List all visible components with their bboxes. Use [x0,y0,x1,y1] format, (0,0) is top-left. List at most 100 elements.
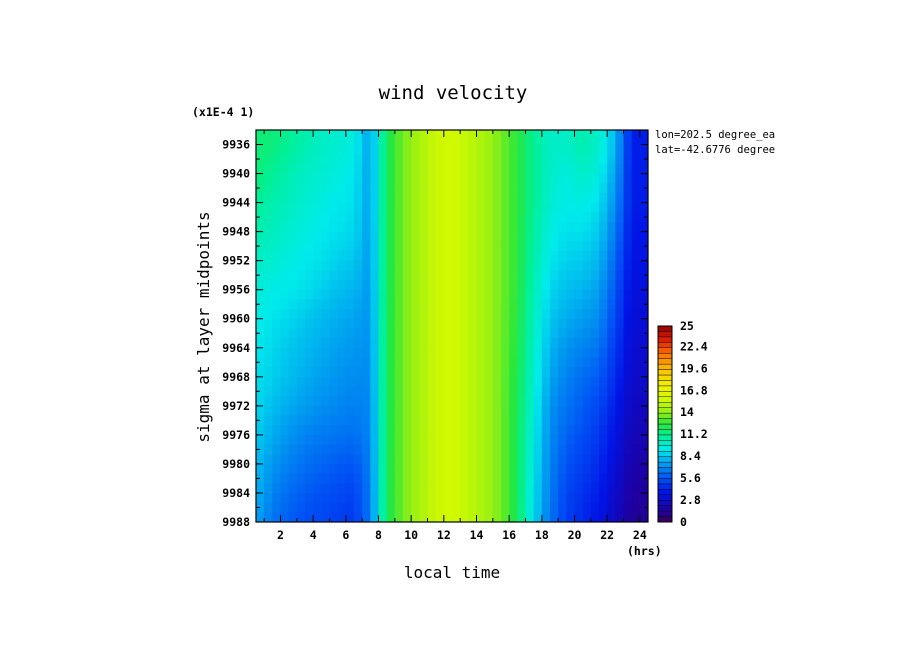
heatmap-cell [394,434,404,446]
heatmap-cell [272,130,282,136]
heatmap-cell [256,434,265,446]
heatmap-cell [582,454,592,465]
heatmap-cell [427,338,437,349]
heatmap-cell [419,231,429,242]
heatmap-cell [386,289,396,300]
heatmap-cell [337,202,347,213]
heatmap-cell [476,280,486,291]
heatmap-cell [386,357,396,368]
heatmap-cell [484,434,494,446]
heatmap-cell [574,328,584,339]
heatmap-cell [288,405,298,417]
heatmap-cell [484,425,494,436]
heatmap-cell [272,154,282,165]
heatmap-cell [419,250,429,262]
heatmap-cell [403,280,412,291]
heatmap-cell [631,212,648,223]
heatmap-cell [435,473,445,484]
heatmap-cell [378,463,388,475]
heatmap-cell [590,473,600,484]
heatmap-cell [370,376,380,388]
heatmap-cell [533,396,543,407]
heatmap-cell [452,134,461,141]
heatmap-cell [256,376,265,388]
heatmap-cell [492,425,502,436]
heatmap-cell [419,386,429,397]
heatmap-cell [533,154,543,165]
heatmap-cell [329,338,339,349]
heatmap-cell [492,163,502,175]
heatmap-cell [574,512,584,522]
heatmap-cell [370,260,380,271]
heatmap-cell [501,367,510,378]
colorbar-swatch [657,434,673,441]
heatmap-cell [296,473,306,484]
heatmap-cell [452,454,461,465]
heatmap-cell [460,130,469,136]
heatmap-cell [305,139,314,146]
heatmap-cell [452,502,461,513]
heatmap-cell [419,154,429,165]
heatmap-cell [394,154,404,165]
heatmap-cell [468,425,478,436]
heatmap-cell [541,318,551,330]
heatmap-cell [296,502,306,513]
heatmap-cell [590,231,600,242]
heatmap-cell [427,139,437,146]
heatmap-cell [280,396,290,407]
heatmap-cell [615,270,625,281]
heatmap-cell [533,309,543,320]
heatmap-cell [501,396,510,407]
heatmap-cell [501,221,510,233]
heatmap-cell [460,183,469,194]
heatmap-cell [443,376,453,388]
heatmap-cell [566,231,576,242]
heatmap-cell [509,250,518,262]
heatmap-cell [345,231,355,242]
heatmap-cell [378,318,388,330]
heatmap-cell [443,260,453,271]
heatmap-cell [427,512,437,522]
heatmap-cell [296,163,306,175]
heatmap-cell [533,473,543,484]
heatmap-cell [427,347,437,359]
heatmap-cell [443,338,453,349]
heatmap-cell [574,221,584,233]
heatmap-cell [590,163,600,175]
heatmap-cell [321,492,331,504]
heatmap-cell [337,280,347,291]
heatmap-cell [468,463,478,475]
heatmap-cell [419,192,429,204]
heatmap-cell [435,415,445,426]
heatmap-cell [492,270,502,281]
heatmap-cell [501,444,510,455]
heatmap-cell [427,425,437,436]
heatmap-cell [296,154,306,165]
heatmap-cell [558,250,567,262]
heatmap-cell [403,318,412,330]
heatmap-cell [411,415,420,426]
heatmap-cell [492,502,502,513]
heatmap-cell [362,434,371,446]
heatmap-cell [550,134,559,141]
heatmap-cell [541,376,551,388]
heatmap-cell [623,357,633,368]
heatmap-cell [501,434,510,446]
heatmap-cell [582,192,592,204]
colorbar-swatch [657,407,673,414]
heatmap-cell [607,154,616,165]
heatmap-cell [590,502,600,513]
heatmap-cell [256,463,265,475]
heatmap-cell [452,512,461,522]
heatmap-cell [574,444,584,455]
heatmap-cell [419,454,429,465]
heatmap-cell [288,483,298,494]
heatmap-cell [362,386,371,397]
heatmap-cell [460,241,469,252]
heatmap-cell [615,512,625,522]
heatmap-cell [599,425,608,436]
heatmap-cell [435,154,445,165]
heatmap-cell [280,444,290,455]
heatmap-cell [378,376,388,388]
heatmap-cell [599,415,608,426]
